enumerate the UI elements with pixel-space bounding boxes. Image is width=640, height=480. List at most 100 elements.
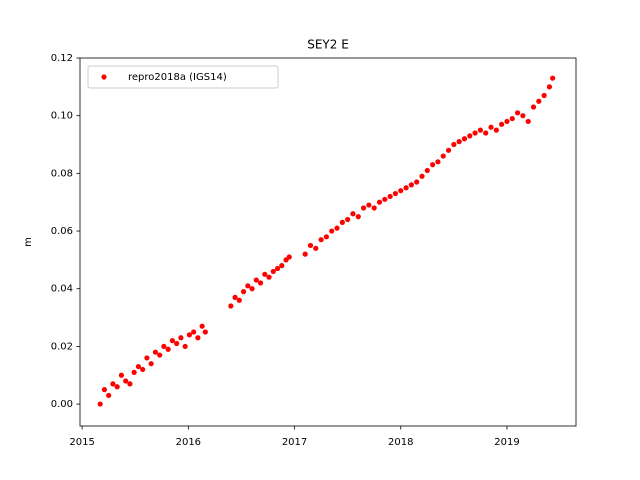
data-point (530, 104, 537, 110)
y-tick-label: 0.10 (51, 111, 73, 122)
data-point (286, 254, 292, 260)
x-tick-label: 2019 (494, 437, 519, 448)
data-point (165, 346, 171, 352)
data-point (266, 274, 272, 280)
data-point (110, 381, 116, 387)
data-point (509, 115, 515, 122)
data-point (382, 196, 388, 202)
data-point (451, 141, 457, 148)
data-point (257, 280, 264, 286)
data-point (307, 242, 314, 249)
data-point (430, 162, 436, 168)
legend-label: repro2018a (IGS14) (128, 72, 227, 83)
data-point (339, 219, 345, 225)
data-point (245, 283, 251, 289)
x-tick-label: 2017 (282, 437, 307, 448)
data-point (106, 392, 112, 399)
data-point (541, 92, 547, 99)
data-point (191, 329, 197, 335)
data-point (274, 265, 281, 272)
data-point (334, 225, 340, 231)
data-point (499, 121, 505, 127)
data-point (199, 323, 205, 329)
data-point (408, 182, 414, 188)
data-point (97, 401, 103, 407)
data-point (313, 245, 319, 251)
data-point (514, 110, 521, 116)
data-point (148, 361, 154, 367)
x-tick-label: 2018 (388, 437, 413, 448)
data-point (232, 294, 238, 300)
data-point (461, 136, 468, 142)
data-point (118, 372, 125, 378)
data-point (488, 124, 494, 130)
y-tick-label: 0.08 (51, 168, 73, 179)
data-point (477, 127, 484, 133)
data-point (127, 381, 133, 387)
data-point (424, 167, 430, 174)
legend-box (87, 65, 279, 89)
data-point (329, 228, 335, 234)
y-tick-label: 0.02 (51, 341, 73, 352)
data-point (161, 343, 167, 350)
data-point (249, 286, 255, 292)
data-point (472, 130, 478, 136)
data-point (550, 75, 556, 81)
data-point (186, 332, 192, 338)
data-point (366, 202, 372, 208)
data-point (174, 340, 180, 347)
data-point (376, 199, 383, 205)
data-point (392, 190, 399, 197)
x-tick-label: 2015 (69, 437, 94, 448)
data-point (144, 355, 150, 361)
data-point (169, 338, 176, 344)
data-point (323, 234, 330, 240)
data-point (135, 363, 142, 370)
data-point (152, 349, 159, 355)
data-point (157, 352, 163, 358)
data-point (371, 205, 377, 211)
data-point (360, 205, 367, 211)
data-point (302, 251, 308, 257)
data-point (123, 378, 129, 384)
data-point (403, 185, 409, 191)
y-axis-label: m (23, 237, 34, 247)
data-point (114, 384, 120, 390)
data-point (355, 214, 361, 220)
data-point (398, 188, 404, 194)
x-tick-label: 2016 (176, 437, 201, 448)
data-point (435, 159, 441, 165)
data-point (178, 335, 184, 341)
y-tick-label: 0.12 (51, 53, 73, 64)
data-point (345, 216, 351, 223)
data-point (467, 133, 473, 139)
data-point (414, 179, 420, 185)
data-point (240, 289, 247, 295)
data-point (445, 147, 452, 153)
data-point (350, 211, 356, 217)
data-point (140, 366, 146, 373)
data-point (279, 263, 285, 269)
y-tick-label: 0.06 (51, 226, 73, 237)
data-point (253, 277, 259, 283)
data-point (440, 153, 446, 159)
data-point (182, 343, 188, 350)
data-point (195, 335, 201, 341)
data-point (387, 193, 393, 200)
data-point (228, 303, 234, 309)
y-tick-label: 0.04 (51, 284, 73, 295)
data-point (483, 130, 489, 136)
plot-frame (79, 57, 577, 427)
y-tick-label: 0.00 (51, 399, 73, 410)
data-point (419, 173, 425, 179)
legend-marker (101, 74, 107, 80)
data-point (525, 118, 531, 125)
data-point (270, 268, 276, 275)
data-point (493, 127, 499, 133)
data-point (131, 369, 137, 375)
data-point (456, 139, 462, 145)
data-point (546, 84, 553, 90)
chart-title: SEY2 E (307, 38, 349, 52)
